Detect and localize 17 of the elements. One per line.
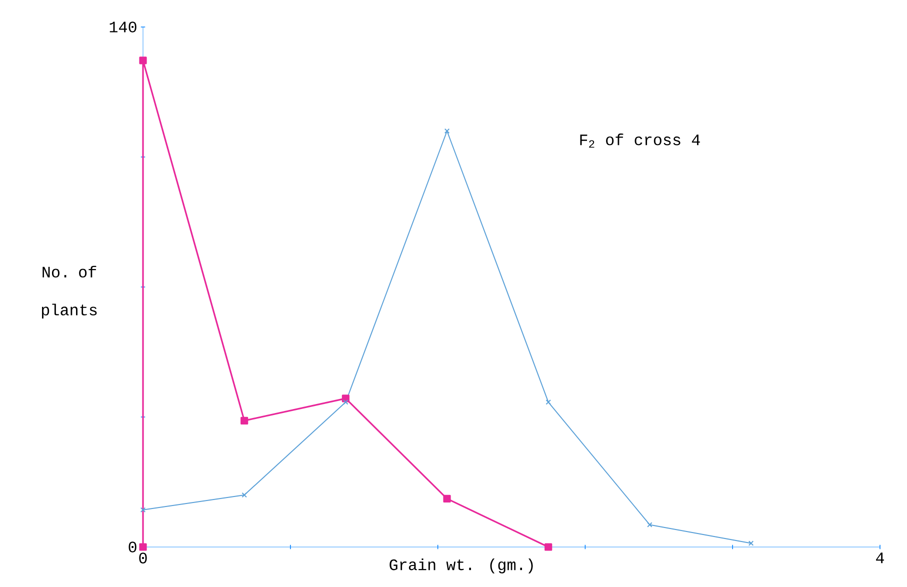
point	[544, 543, 552, 551]
point	[647, 522, 652, 528]
text: No. of plants	[42, 266, 97, 319]
point	[546, 400, 551, 405]
point	[139, 543, 147, 551]
point	[443, 494, 451, 503]
y-tick-label: 140	[110, 22, 136, 32]
point	[139, 56, 147, 64]
point	[140, 507, 146, 512]
x-tick-label: 4	[876, 552, 884, 564]
point	[343, 400, 348, 405]
x-axis-title: Grain wt. (gm.)	[390, 558, 533, 574]
point	[444, 128, 450, 134]
text: F$_{2}$ of cross 4	[580, 134, 700, 148]
point	[748, 540, 754, 546]
point	[242, 492, 247, 498]
point	[240, 416, 248, 425]
